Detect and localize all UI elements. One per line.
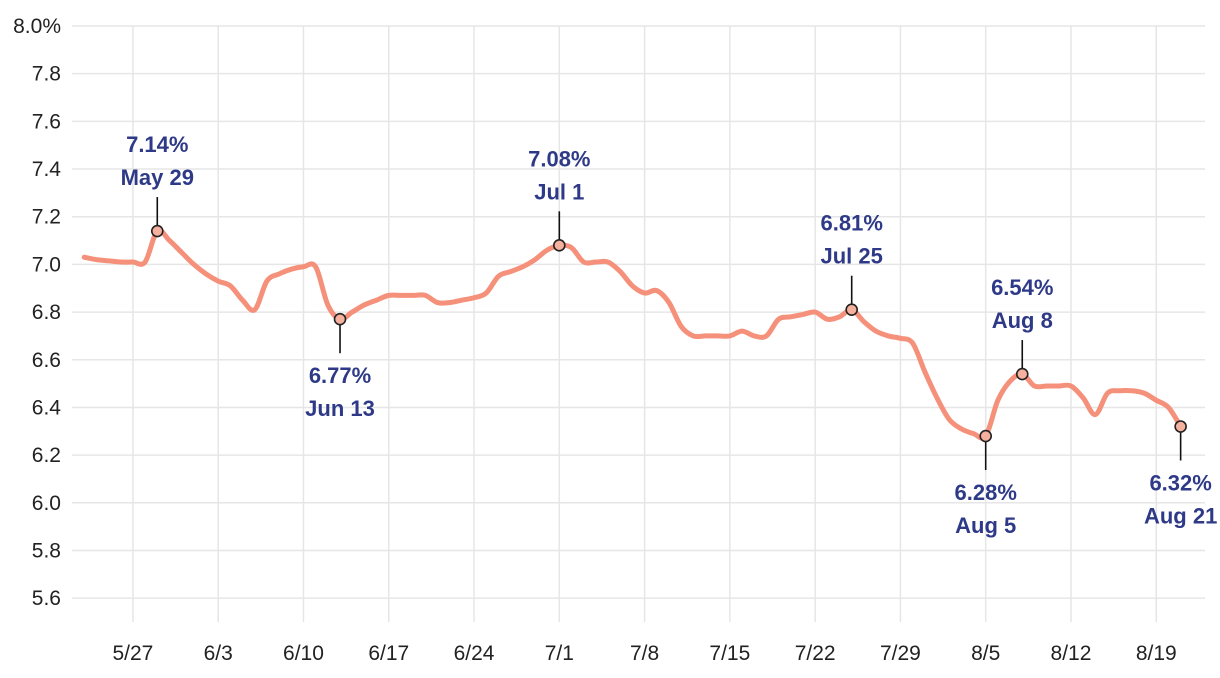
- x-tick-label: 6/24: [454, 642, 495, 665]
- annotation-value: 6.28%: [955, 480, 1017, 505]
- x-tick-label: 7/29: [880, 642, 921, 665]
- y-tick-label: 8.0%: [13, 15, 61, 38]
- y-tick-label: 6.0: [32, 492, 61, 515]
- x-tick-label: 7/8: [630, 642, 659, 665]
- annotation-date: Jul 1: [534, 179, 584, 204]
- x-tick-label: 7/15: [709, 642, 750, 665]
- data-point-marker: [1174, 420, 1187, 433]
- x-tick-label: 8/19: [1136, 642, 1177, 665]
- axis-layer: 5.6 5.8 6.0 6.2 6.4 6.6 6.8 7.0 7.2 7.4 7.6 7.8 8.0%…: [13, 15, 1177, 665]
- data-point-marker: [553, 239, 566, 252]
- annotation: 6.77% Jun 13: [305, 312, 375, 421]
- annotation-value: 7.08%: [528, 146, 590, 171]
- y-tick-label: 6.4: [32, 396, 62, 419]
- y-tick-label: 7.2: [32, 206, 61, 229]
- x-tick-label: 7/22: [795, 642, 836, 665]
- annotation-date: Jun 13: [305, 396, 375, 421]
- annotation: 6.32% Aug 21: [1144, 420, 1217, 529]
- data-point-marker: [333, 312, 347, 326]
- y-tick-label: 5.6: [32, 587, 61, 610]
- y-tick-label: 7.4: [32, 158, 62, 181]
- annotation-date: May 29: [121, 165, 194, 190]
- data-point-marker: [845, 303, 858, 316]
- annotation: 7.14% May 29: [121, 132, 194, 238]
- x-tick-label: 6/17: [368, 642, 409, 665]
- annotation-date: Aug 8: [992, 308, 1053, 333]
- annotation-layer: 7.14% May 29 6.77% Jun 13 7.08% Jul 1 6.81% Jul…: [121, 132, 1218, 538]
- annotation: 7.08% Jul 1: [528, 146, 591, 252]
- data-point-marker: [979, 429, 993, 443]
- annotation: 6.81% Jul 25: [821, 211, 883, 316]
- annotation-value: 6.77%: [309, 363, 371, 388]
- x-tick-label: 7/1: [545, 642, 574, 665]
- y-tick-label: 5.8: [32, 539, 61, 562]
- annotation-value: 6.32%: [1149, 471, 1211, 496]
- y-tick-label: 7.6: [32, 110, 61, 133]
- annotation-date: Aug 5: [955, 513, 1016, 538]
- annotation-date: Aug 21: [1144, 504, 1217, 529]
- annotation-date: Jul 25: [821, 244, 883, 269]
- x-tick-label: 6/10: [283, 642, 324, 665]
- x-tick-label: 5/27: [112, 642, 153, 665]
- grid-layer: [72, 25, 1205, 622]
- y-tick-label: 7.0: [32, 253, 61, 276]
- data-point-marker: [150, 224, 164, 238]
- y-tick-label: 6.6: [32, 349, 61, 372]
- x-tick-label: 6/3: [204, 642, 233, 665]
- series-line: [81, 227, 1184, 441]
- annotation-value: 6.81%: [821, 211, 883, 236]
- y-tick-label: 6.8: [32, 301, 61, 324]
- annotation-value: 7.14%: [126, 132, 188, 157]
- series-layer: [81, 227, 1184, 441]
- x-tick-label: 8/12: [1051, 642, 1092, 665]
- annotation: 6.54% Aug 8: [991, 275, 1053, 381]
- data-point-marker: [1015, 367, 1029, 381]
- x-tick-label: 8/5: [971, 642, 1000, 665]
- y-tick-label: 7.8: [32, 63, 61, 86]
- y-tick-label: 6.2: [32, 444, 61, 467]
- annotation: 6.28% Aug 5: [955, 429, 1017, 538]
- annotation-value: 6.54%: [991, 275, 1053, 300]
